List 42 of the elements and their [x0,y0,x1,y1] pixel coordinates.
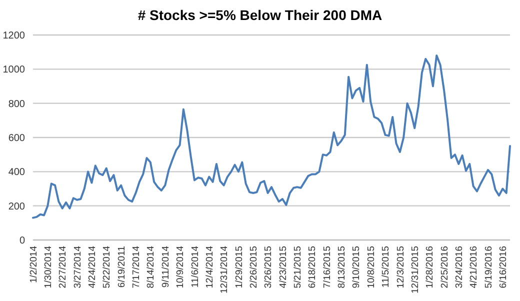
y-tick-label: 1000 [2,64,26,76]
x-tick-label: 5/22/2014 [102,246,113,288]
y-tick-label: 1200 [2,30,26,42]
x-tick-label: 4/24/2014 [87,246,98,288]
x-tick-label: 1/30/2014 [43,246,54,288]
y-tick-label: 0 [19,236,26,246]
x-tick-label: 7/17/2014 [131,246,142,288]
x-tick-label: 11/5/2015 [380,246,392,288]
x-tick-label: 5/19/2016 [483,246,494,288]
x-tick-label: 12/4/2014 [204,246,216,288]
x-tick-label: 8/13/2015 [336,246,348,288]
x-tick-label: 11/6/2014 [190,246,201,288]
x-tick-label: 12/31/2014 [219,246,230,294]
x-tick-label: 6/16/2016 [498,246,509,288]
y-tick-label: 200 [8,201,26,212]
x-tick-label: 5/21/2015 [292,246,304,288]
line-series [32,54,511,219]
y-tick-label: 800 [8,98,26,110]
x-tick-label: 1/2/2014 [28,246,40,283]
x-tick-label: 10/8/2015 [366,246,377,288]
x-tick-label: 6/18/2015 [307,246,318,288]
x-tick-label: 1/29/2015 [234,246,245,288]
x-tick-label: 9/11/2014 [160,246,172,288]
x-tick-label: 2/27/2014 [58,246,69,288]
x-tick-label: 12/31/2015 [410,246,421,294]
x-tick-label: 4/21/2016 [468,246,480,288]
x-tick-label: 10/9/2014 [175,246,186,288]
x-tick-label: 12/3/2015 [395,246,406,288]
x-tick-label: 2/26/2015 [248,246,260,288]
x-tick-label: 1/28/2016 [424,246,436,288]
y-tick-label: 600 [8,133,26,144]
x-tick-label: 7/16/2015 [322,246,333,288]
x-tick-label: 3/26/2015 [263,246,274,288]
chart-title: # Stocks >=5% Below Their 200 DMA [138,7,382,23]
x-tick-label: 6/19/2011 [116,246,128,288]
x-tick-label: 2/25/2016 [439,246,450,288]
y-tick-label: 400 [8,167,26,178]
x-tick-label: 3/27/2014 [72,246,84,288]
x-tick-label: 8/14/2014 [146,246,157,288]
x-tick-label: 3/24/2016 [454,246,465,288]
x-tick-label: 4/23/2015 [278,246,289,288]
x-tick-label: 9/10/2015 [351,246,362,288]
